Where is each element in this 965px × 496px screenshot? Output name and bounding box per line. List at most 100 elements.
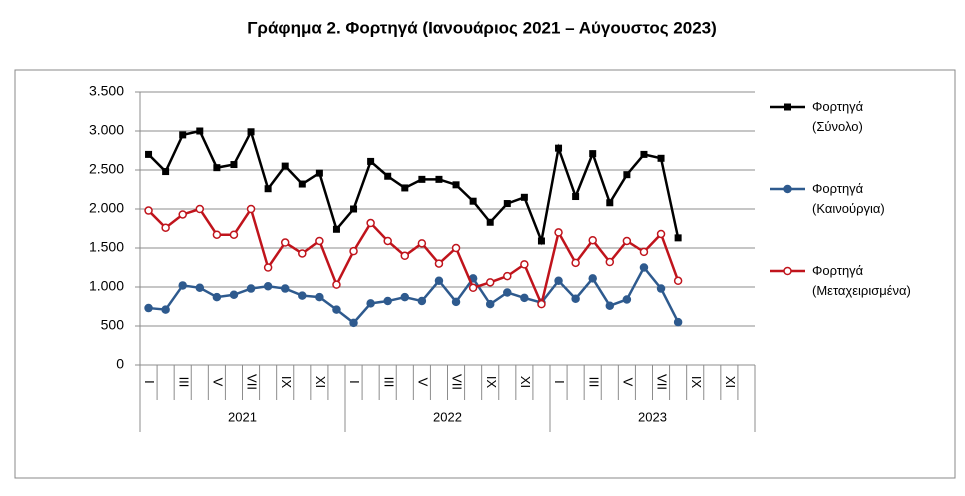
y-tick-label: 0 — [116, 356, 124, 372]
x-tick-label: III — [381, 377, 396, 388]
marker — [537, 237, 545, 245]
marker — [280, 284, 290, 293]
marker — [485, 278, 495, 287]
marker — [383, 296, 392, 306]
marker — [315, 236, 324, 246]
x-tick-label: XI — [313, 376, 328, 388]
marker — [589, 150, 597, 158]
y-tick-label: 2.500 — [89, 161, 124, 177]
x-tick-label: I — [347, 380, 362, 384]
year-label: 2021 — [228, 409, 257, 424]
legend-marker — [783, 266, 792, 276]
marker — [417, 296, 427, 306]
marker — [179, 131, 187, 139]
marker — [196, 127, 204, 135]
marker — [673, 317, 683, 327]
y-tick-label: 500 — [101, 317, 125, 333]
series-line — [147, 206, 680, 309]
marker — [298, 180, 306, 188]
marker — [298, 291, 307, 300]
y-tick-label: 1.500 — [89, 239, 124, 255]
marker — [571, 258, 580, 268]
marker — [246, 284, 256, 293]
marker — [657, 154, 665, 162]
marker — [435, 175, 443, 183]
marker — [623, 171, 631, 179]
marker — [605, 301, 615, 310]
marker — [162, 168, 170, 176]
marker — [229, 230, 239, 239]
chart-border — [14, 69, 956, 479]
marker — [212, 292, 222, 302]
marker — [503, 200, 511, 208]
marker — [588, 274, 597, 283]
x-tick-label: XI — [518, 376, 533, 388]
marker — [230, 161, 238, 169]
marker — [418, 175, 426, 183]
marker — [572, 193, 580, 201]
marker — [178, 281, 187, 290]
marker — [145, 150, 153, 158]
marker — [350, 205, 358, 213]
x-tick-label: IX — [689, 376, 704, 389]
x-tick-label: V — [415, 378, 430, 387]
marker — [144, 303, 153, 313]
y-tick-label: 2.000 — [89, 200, 124, 216]
year-label: 2022 — [433, 409, 462, 424]
x-tick-label: IX — [279, 376, 294, 389]
legend-label: Φορτηγά (Σύνολο) — [812, 99, 864, 134]
marker — [246, 204, 256, 214]
marker — [674, 234, 682, 242]
marker — [486, 218, 494, 226]
marker — [417, 239, 427, 248]
series-line — [148, 265, 680, 325]
marker — [622, 236, 632, 246]
marker — [434, 276, 444, 286]
year-label: 2023 — [638, 409, 667, 424]
marker — [555, 144, 563, 152]
marker — [247, 128, 255, 136]
marker — [520, 260, 529, 269]
marker — [520, 293, 529, 303]
legend-label: Φορτηγά (Καινούργια) — [812, 181, 885, 216]
marker — [588, 235, 597, 245]
marker — [639, 263, 649, 272]
marker — [161, 305, 170, 314]
marker — [280, 238, 290, 247]
marker — [144, 206, 153, 215]
marker — [161, 223, 170, 232]
marker — [469, 197, 477, 205]
marker — [213, 164, 221, 172]
marker — [332, 225, 340, 233]
marker — [212, 230, 222, 239]
marker — [366, 218, 375, 228]
x-tick-label: XI — [723, 376, 738, 388]
x-tick-label: VII — [450, 374, 465, 390]
marker — [178, 210, 187, 219]
marker — [367, 157, 375, 165]
marker — [673, 276, 683, 286]
marker — [263, 281, 273, 291]
x-tick-label: VII — [245, 374, 260, 390]
marker — [383, 236, 392, 246]
marker — [195, 204, 205, 214]
marker — [503, 271, 512, 281]
marker — [537, 299, 546, 309]
marker — [639, 247, 649, 257]
x-tick-label: VII — [655, 374, 670, 390]
x-tick-label: I — [552, 380, 567, 384]
marker — [606, 199, 614, 207]
marker — [400, 292, 410, 302]
marker — [503, 288, 512, 297]
marker — [622, 295, 632, 304]
marker — [451, 243, 461, 253]
marker — [195, 283, 205, 293]
marker — [640, 150, 648, 158]
x-tick-label: V — [210, 378, 225, 387]
marker — [400, 251, 410, 261]
marker — [656, 284, 666, 293]
marker — [281, 162, 289, 170]
legend-marker — [783, 184, 792, 194]
x-tick-label: IX — [484, 376, 499, 389]
